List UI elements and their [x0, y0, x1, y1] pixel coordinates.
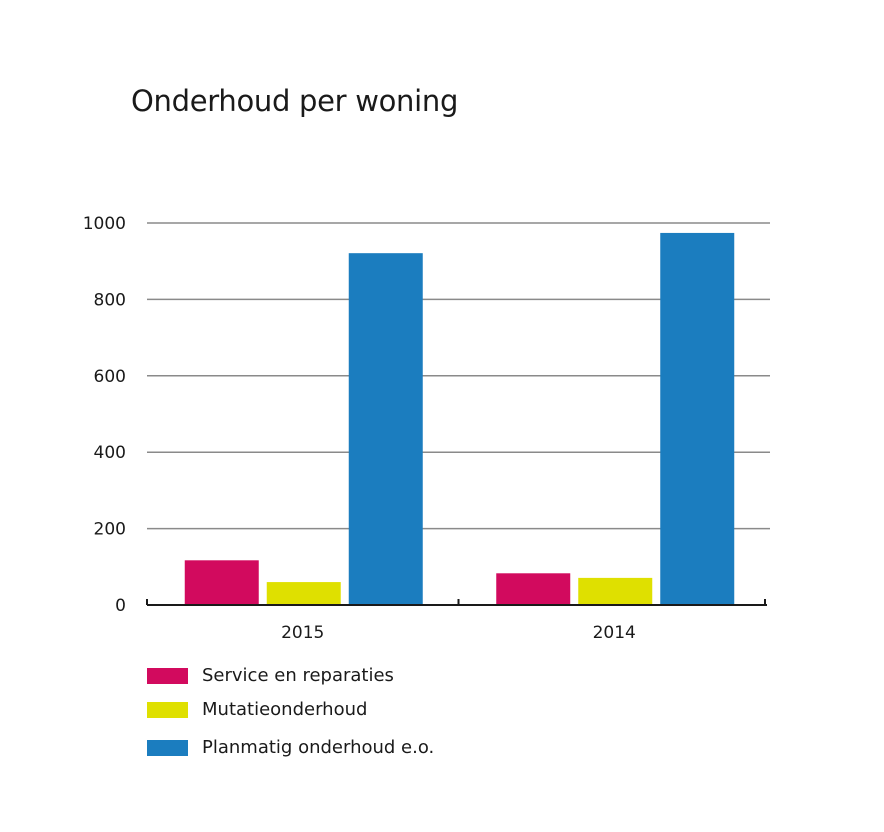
y-axis-tick-labels: 0 200 400 600 800 1000	[83, 214, 126, 616]
legend-label-planmatig: Planmatig onderhoud e.o.	[202, 737, 435, 758]
y-tick-label: 0	[115, 596, 126, 616]
bar	[348, 253, 423, 606]
bars	[184, 232, 735, 606]
bar	[496, 573, 571, 605]
x-tick-label: 2014	[593, 623, 636, 643]
y-tick-label: 200	[94, 520, 126, 540]
bar	[578, 577, 653, 605]
y-tick-label: 600	[94, 367, 126, 387]
y-tick-label: 800	[94, 290, 126, 310]
legend-swatch-mutatie	[147, 702, 188, 718]
legend-label-mutatie: Mutatieonderhoud	[202, 699, 368, 720]
legend-label-service: Service en reparaties	[202, 665, 394, 686]
x-tick-label: 2015	[281, 623, 324, 643]
bar	[266, 582, 341, 605]
chart-title: Onderhoud per woning	[131, 84, 459, 118]
x-axis	[146, 599, 767, 606]
bar	[660, 232, 735, 605]
legend-swatch-planmatig	[147, 740, 188, 756]
x-axis-tick-labels: 2015 2014	[281, 623, 636, 643]
bar	[184, 560, 259, 605]
y-tick-label: 1000	[83, 214, 126, 234]
legend-swatch-service	[147, 668, 188, 684]
y-tick-label: 400	[94, 443, 126, 463]
